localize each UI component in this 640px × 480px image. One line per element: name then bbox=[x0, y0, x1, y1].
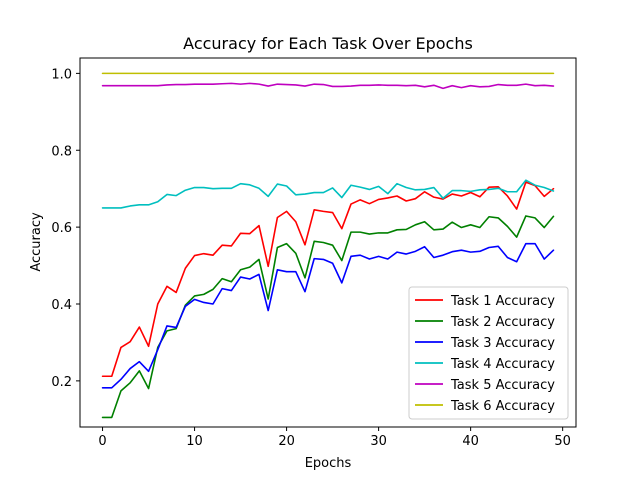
series-line-task-4 bbox=[101, 179, 555, 209]
y-tick-label: 0.2 bbox=[51, 375, 72, 390]
series-layer bbox=[101, 72, 555, 419]
y-tick-label: 0.4 bbox=[51, 298, 72, 313]
legend-label-task-6: Task 6 Accuracy bbox=[450, 399, 555, 414]
chart-title: Accuracy for Each Task Over Epochs bbox=[183, 34, 473, 53]
x-tick-label: 40 bbox=[462, 434, 479, 449]
legend: Task 1 Accuracy Task 2 Accuracy Task 3 Acc… bbox=[408, 286, 569, 420]
plot-area-frame bbox=[79, 57, 577, 428]
x-tick-label: 20 bbox=[278, 434, 295, 449]
x-axis-label: Epochs bbox=[305, 456, 352, 471]
x-tick-label: 0 bbox=[98, 434, 106, 449]
legend-box bbox=[408, 286, 569, 420]
legend-label-task-5: Task 5 Accuracy bbox=[450, 378, 555, 393]
series-line-task-3 bbox=[101, 242, 555, 389]
legend-label-task-2: Task 2 Accuracy bbox=[450, 315, 555, 330]
x-axis: 0 10 20 30 40 50 bbox=[98, 427, 571, 449]
legend-label-task-3: Task 3 Accuracy bbox=[450, 336, 555, 351]
x-tick-label: 30 bbox=[370, 434, 387, 449]
y-axis: 0.2 0.4 0.6 0.8 1.0 bbox=[51, 67, 80, 390]
y-axis-label: Accuracy bbox=[29, 212, 44, 272]
x-tick-label: 50 bbox=[554, 434, 571, 449]
y-tick-label: 0.6 bbox=[51, 221, 72, 236]
x-tick-label: 10 bbox=[186, 434, 203, 449]
legend-label-task-4: Task 4 Accuracy bbox=[450, 357, 555, 372]
series-line-task-5 bbox=[101, 82, 555, 90]
y-tick-label: 0.8 bbox=[51, 144, 72, 159]
legend-label-task-1: Task 1 Accuracy bbox=[450, 294, 555, 309]
series-line-task-1 bbox=[101, 181, 555, 378]
y-tick-label: 1.0 bbox=[51, 67, 72, 82]
